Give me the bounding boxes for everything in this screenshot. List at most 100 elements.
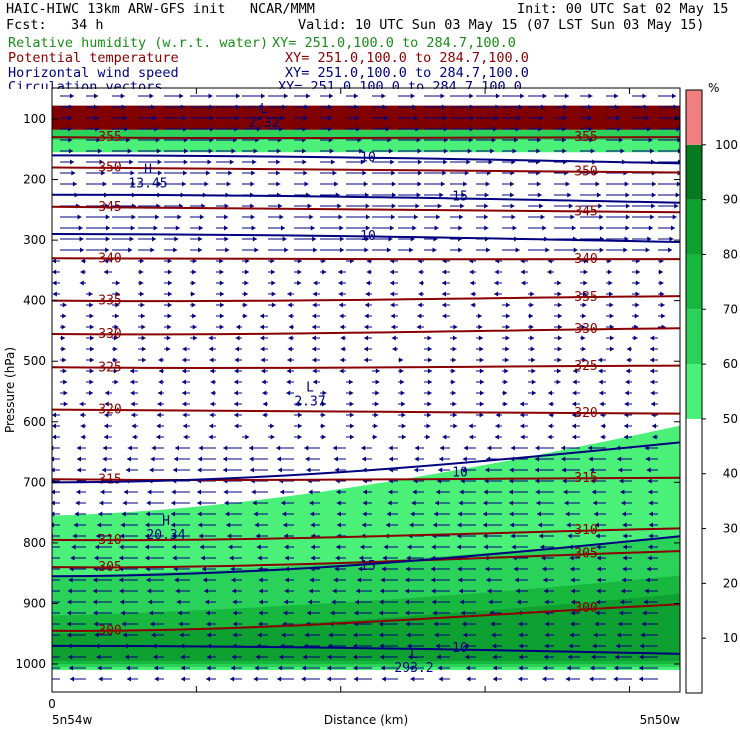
wind-vector-head (643, 599, 648, 605)
wind-vector-head (210, 401, 215, 407)
wind-vector-head (70, 676, 75, 682)
wind-vector-head (228, 170, 233, 176)
wind-vector-head (599, 401, 604, 407)
wind-vector-head (494, 115, 499, 121)
wind-vector-head (52, 445, 54, 451)
wind-vector-head (288, 313, 293, 319)
wind-vector-head (88, 291, 93, 297)
wind-vector-head (251, 170, 256, 176)
wind-vector-head (63, 401, 68, 407)
wind-vector-head (209, 346, 214, 352)
wind-vector-head (469, 93, 474, 99)
wind-vector-head (427, 390, 432, 396)
wind-vector-head (250, 203, 255, 209)
wind-vector-head (321, 434, 326, 440)
wind-vector-head (198, 533, 203, 539)
wind-vector-head (182, 390, 187, 396)
wind-vector-head (505, 302, 510, 308)
wind-vector-head (520, 412, 525, 418)
wind-vector-head (588, 445, 593, 451)
wind-vector-head (595, 533, 600, 539)
wind-vector-head (258, 588, 263, 594)
wind-vector-head (256, 126, 261, 132)
wind-vector-head (418, 291, 423, 297)
wind-vector-head (515, 588, 520, 594)
wind-vector-head (483, 500, 488, 506)
wind-vector-head (206, 621, 211, 627)
wind-vector-head (52, 467, 55, 473)
wind-vector-head (250, 214, 255, 220)
wind-vector-head (197, 456, 202, 462)
wind-vector-head (660, 291, 665, 297)
wind-vector-head (674, 203, 679, 209)
field-theta-name: Potential temperature (8, 50, 179, 66)
wind-vector-head (252, 236, 257, 242)
wind-vector-head (287, 357, 292, 363)
wind-vector-head (538, 126, 543, 132)
y-tick-label: 200 (23, 173, 46, 187)
y-tick-label: 300 (23, 233, 46, 247)
wind-vector-head (76, 489, 81, 495)
wind-vector-head (62, 313, 67, 319)
wind-vector-head (359, 148, 364, 154)
wind-vector-head (93, 610, 98, 616)
wind-vector-head (328, 632, 333, 638)
wind-vector-head (650, 357, 655, 363)
wind-vector-head (130, 225, 135, 231)
wind-vector-head (223, 456, 228, 462)
wind-vector-head (42, 622, 46, 627)
wind-vector-head (244, 269, 249, 275)
wind-vector-head (68, 115, 73, 121)
wind-vector-head (592, 500, 597, 506)
wind-vector-head (490, 148, 495, 154)
wind-vector-head (308, 588, 313, 594)
wind-vector-head (543, 577, 548, 583)
wind-vector-head (513, 137, 518, 143)
wind-vector-head (182, 346, 187, 352)
wind-vector-head (94, 555, 99, 561)
colorbar-segment (686, 309, 702, 365)
wind-vector-head (302, 159, 307, 165)
wind-vector-head (509, 511, 514, 517)
wind-vector-head (209, 115, 214, 121)
wind-vector-head (355, 599, 360, 605)
wind-vector-head (154, 676, 159, 682)
wind-vector-head (442, 170, 447, 176)
wind-vector-head (197, 500, 202, 506)
wind-vector-head (228, 544, 233, 550)
wind-vector-head (565, 676, 570, 682)
wind-vector-head (104, 258, 109, 264)
wind-vector-head (210, 390, 215, 396)
colorbar-segment (686, 90, 702, 145)
wind-vector-head (270, 434, 275, 440)
wind-vector-head (436, 489, 441, 495)
wind-vector-head (120, 93, 125, 99)
wind-vector-head (42, 677, 46, 682)
wind-vector-head (192, 313, 197, 319)
wind-vector-head (608, 280, 613, 286)
wind-vector-head (93, 621, 98, 627)
wind-vector-head (131, 181, 136, 187)
theta-contour-label: 310 (574, 523, 597, 538)
wind-vector-head (223, 445, 228, 451)
wind-vector-head (642, 610, 647, 616)
wind-vector-head (668, 247, 673, 253)
wind-vector-head (414, 456, 419, 462)
wind-vector-head (306, 93, 311, 99)
wind-vector-head (127, 445, 132, 451)
wind-vector-head (487, 445, 492, 451)
theta-contour (52, 327, 680, 336)
wind-vector-head (115, 280, 120, 286)
wind-vector-head (483, 511, 488, 517)
wind-vector-head (562, 137, 567, 143)
wind-vector-head (310, 511, 315, 517)
wind-vector-head (337, 203, 342, 209)
wind-vector-head (204, 181, 209, 187)
wind-vector-head (503, 401, 508, 407)
wind-vector-head (225, 511, 230, 517)
wind-vector-head (69, 665, 74, 671)
wind-vector-head (557, 291, 562, 297)
wind-vector-head (140, 313, 145, 319)
wind-vector-head (156, 423, 161, 429)
